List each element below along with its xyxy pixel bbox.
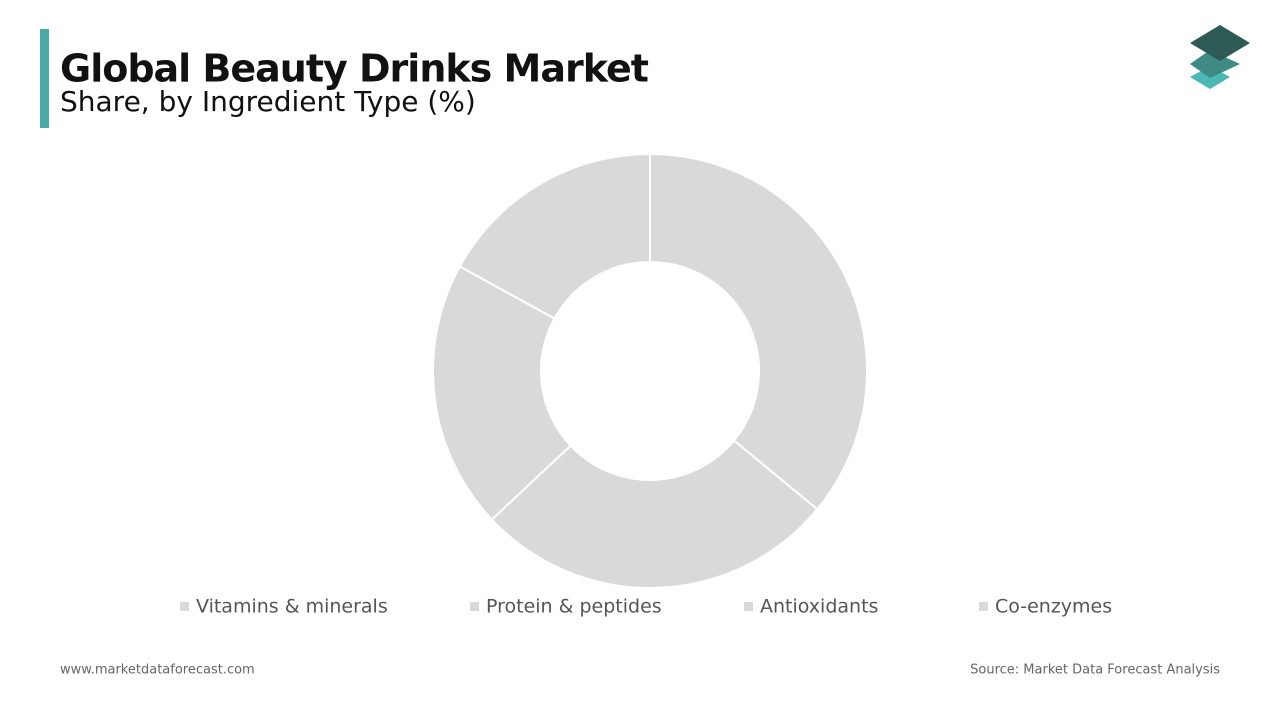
donut-segment bbox=[458, 152, 651, 320]
legend-label: Antioxidants bbox=[760, 596, 878, 618]
legend-label: Protein & peptides bbox=[486, 596, 662, 618]
legend-swatch bbox=[180, 602, 189, 611]
legend-swatch bbox=[979, 602, 988, 611]
footer-website: www.marketdataforecast.com bbox=[60, 663, 255, 678]
logo bbox=[1190, 25, 1250, 89]
title-accent bbox=[40, 29, 49, 128]
legend-label: Vitamins & minerals bbox=[196, 596, 388, 618]
donut-segment bbox=[432, 265, 572, 521]
legend-swatch bbox=[470, 602, 479, 611]
donut-segment bbox=[490, 439, 819, 589]
chart-subtitle: Share, by Ingredient Type (%) bbox=[60, 85, 476, 118]
footer-source: Source: Market Data Forecast Analysis bbox=[970, 663, 1220, 678]
legend-label: Co-enzymes bbox=[995, 596, 1112, 618]
chart-title: Global Beauty Drinks Market bbox=[60, 47, 649, 91]
donut-segment bbox=[649, 152, 868, 511]
legend-swatch bbox=[744, 602, 753, 611]
